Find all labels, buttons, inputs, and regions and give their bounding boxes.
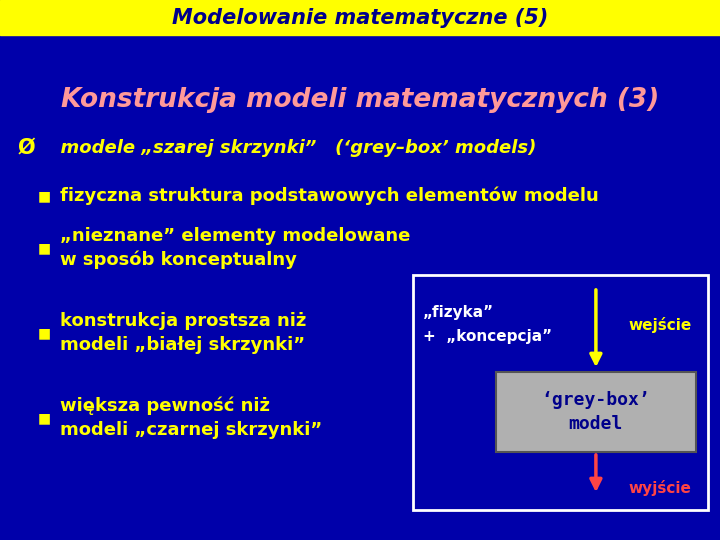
- Bar: [0, 0, 720, 35]
- Text: ■: ■: [38, 411, 51, 425]
- Text: ■: ■: [38, 326, 51, 340]
- Text: „fizyka”: „fizyka”: [423, 306, 494, 321]
- Text: wyjście: wyjście: [629, 480, 691, 496]
- Text: Ø: Ø: [18, 138, 35, 158]
- Bar: [495, 372, 696, 452]
- Text: wejście: wejście: [629, 317, 692, 333]
- Text: modele „szarej skrzynki”   (‘grey–box’ models): modele „szarej skrzynki” (‘grey–box’ mod…: [48, 139, 536, 157]
- Text: konstrukcja prostsza niż
modeli „białej skrzynki”: konstrukcja prostsza niż modeli „białej …: [60, 312, 307, 354]
- Text: +  „koncepcja”: + „koncepcja”: [423, 329, 552, 345]
- Text: „nieznane” elementy modelowane
w sposób konceptualny: „nieznane” elementy modelowane w sposób …: [60, 227, 410, 269]
- Bar: [413, 275, 708, 510]
- Text: Konstrukcja modeli matematycznych (3): Konstrukcja modeli matematycznych (3): [61, 87, 659, 113]
- Text: Modelowanie matematyczne (5): Modelowanie matematyczne (5): [172, 8, 548, 28]
- Text: fizyczna struktura podstawowych elementów modelu: fizyczna struktura podstawowych elementó…: [60, 187, 599, 205]
- Text: ‘grey-box’
model: ‘grey-box’ model: [541, 391, 650, 433]
- Text: ■: ■: [38, 189, 51, 203]
- Text: ■: ■: [38, 241, 51, 255]
- Text: większa pewność niż
modeli „czarnej skrzynki”: większa pewność niż modeli „czarnej skrz…: [60, 397, 323, 439]
